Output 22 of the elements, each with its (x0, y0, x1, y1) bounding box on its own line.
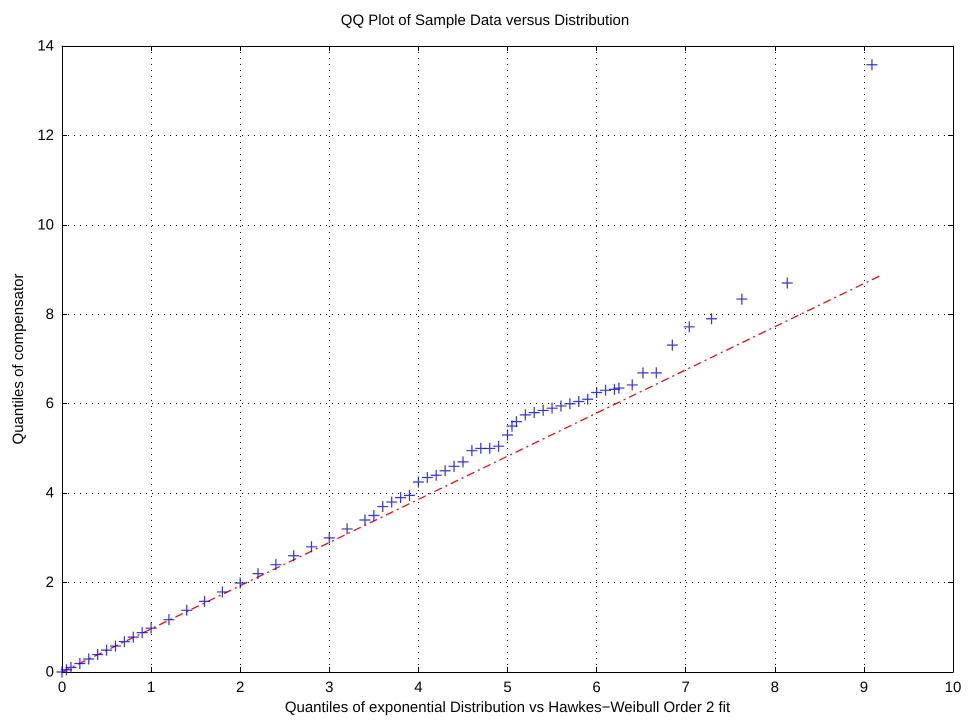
x-tick-label: 2 (236, 679, 244, 696)
x-tick-label: 9 (860, 679, 868, 696)
y-tick-label: 10 (37, 216, 54, 234)
y-tick-label: 0 (46, 664, 54, 680)
y-tick-label: 2 (46, 574, 54, 592)
x-tick-label: 4 (414, 679, 423, 696)
x-tick-label: 0 (58, 679, 66, 696)
x-tick-label: 1 (146, 679, 156, 696)
y-tick-label: 6 (46, 395, 54, 412)
x-tick-label: 6 (592, 679, 601, 696)
y-tick-label: 8 (46, 306, 54, 323)
x-tick-label: 10 (944, 679, 962, 696)
y-axis-title: Quantiles of compensator (10, 274, 27, 444)
x-tick-label: 8 (770, 679, 779, 696)
x-tick-label: 5 (503, 679, 512, 696)
y-tick-label: 4 (46, 484, 54, 502)
y-tick-label: 12 (37, 126, 54, 144)
y-tick-label: 14 (37, 38, 54, 54)
chart-title: QQ Plot of Sample Data versus Distribution (340, 12, 630, 29)
x-tick-label: 7 (682, 679, 690, 696)
x-axis-title: Quantiles of exponential Distribution vs Hawkes−Weibull Order 2 fit (284, 699, 731, 716)
x-tick-label: 3 (325, 679, 334, 696)
